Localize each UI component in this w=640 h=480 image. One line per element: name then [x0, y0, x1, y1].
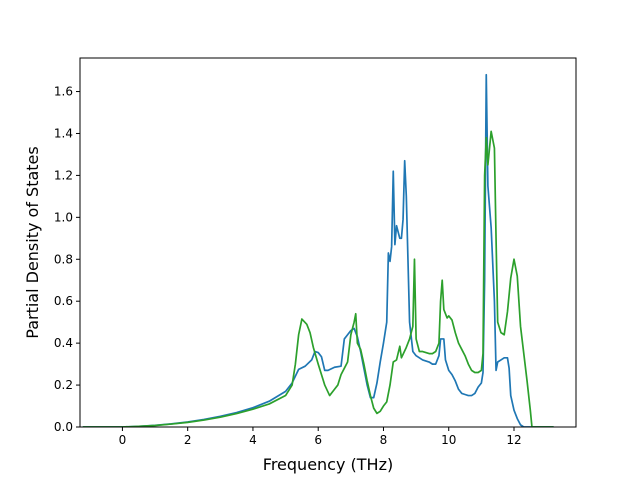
series-line-2	[82, 130, 555, 427]
y-tick-label: 1.4	[54, 126, 73, 140]
y-tick-label: 0.6	[54, 294, 73, 308]
plot-area	[80, 58, 576, 427]
y-axis-label: Partial Density of States	[23, 146, 42, 338]
y-tick-label: 0.4	[54, 336, 73, 350]
y-axis-ticks: 0.0 0.2 0.4 0.6 0.8 1.0 1.2 1.4 1.6	[54, 85, 80, 434]
x-tick-label: 10	[441, 433, 456, 447]
y-tick-label: 1.0	[54, 210, 73, 224]
y-tick-label: 0.8	[54, 252, 73, 266]
series-line-1	[82, 73, 555, 427]
x-axis-label: Frequency (THz)	[263, 455, 393, 474]
x-tick-label: 0	[119, 433, 127, 447]
x-tick-label: 12	[506, 433, 521, 447]
x-axis-ticks: 0 2 4 6 8 10 12	[119, 427, 522, 447]
x-tick-label: 8	[380, 433, 388, 447]
y-tick-label: 0.2	[54, 378, 73, 392]
x-tick-label: 4	[249, 433, 257, 447]
series-layer	[82, 73, 555, 427]
x-tick-label: 6	[314, 433, 322, 447]
x-tick-label: 2	[184, 433, 192, 447]
y-tick-label: 1.2	[54, 168, 73, 182]
y-tick-label: 0.0	[54, 420, 73, 434]
y-tick-label: 1.6	[54, 85, 73, 99]
plot-frame	[79, 57, 577, 428]
